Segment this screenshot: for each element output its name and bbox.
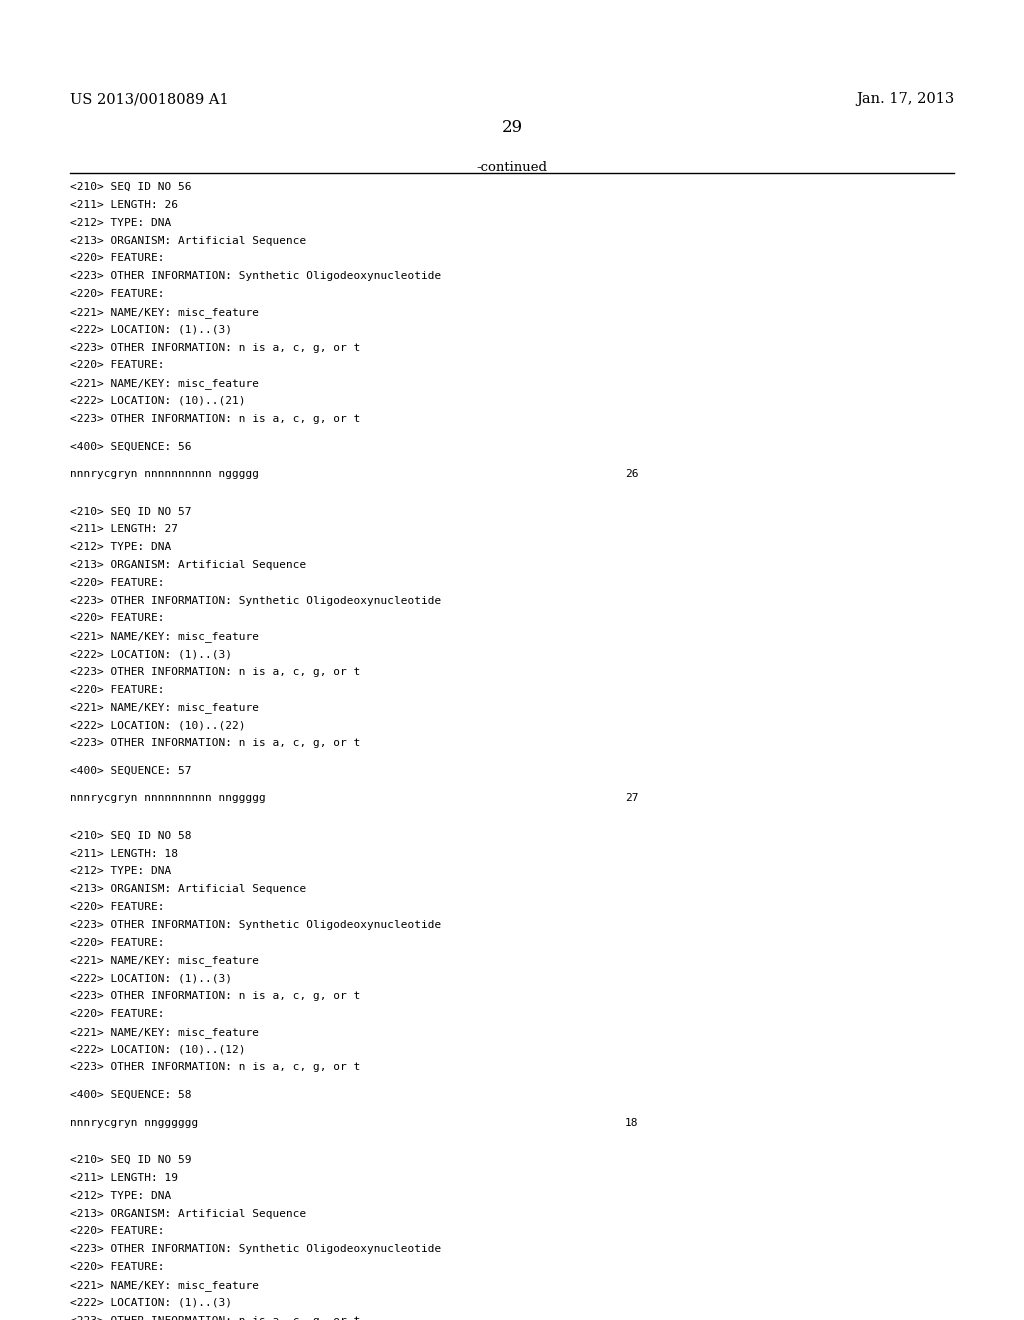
Text: <221> NAME/KEY: misc_feature: <221> NAME/KEY: misc_feature — [70, 378, 259, 389]
Text: <221> NAME/KEY: misc_feature: <221> NAME/KEY: misc_feature — [70, 1280, 259, 1291]
Text: <220> FEATURE:: <220> FEATURE: — [70, 1262, 164, 1272]
Text: <211> LENGTH: 18: <211> LENGTH: 18 — [70, 849, 177, 858]
Text: <213> ORGANISM: Artificial Sequence: <213> ORGANISM: Artificial Sequence — [70, 884, 306, 894]
Text: <221> NAME/KEY: misc_feature: <221> NAME/KEY: misc_feature — [70, 306, 259, 318]
Text: <222> LOCATION: (1)..(3): <222> LOCATION: (1)..(3) — [70, 973, 231, 983]
Text: <211> LENGTH: 26: <211> LENGTH: 26 — [70, 199, 177, 210]
Text: <223> OTHER INFORMATION: Synthetic Oligodeoxynucleotide: <223> OTHER INFORMATION: Synthetic Oligo… — [70, 595, 441, 606]
Text: <223> OTHER INFORMATION: n is a, c, g, or t: <223> OTHER INFORMATION: n is a, c, g, o… — [70, 667, 359, 677]
Text: Jan. 17, 2013: Jan. 17, 2013 — [856, 92, 954, 107]
Text: <221> NAME/KEY: misc_feature: <221> NAME/KEY: misc_feature — [70, 631, 259, 642]
Text: <223> OTHER INFORMATION: Synthetic Oligodeoxynucleotide: <223> OTHER INFORMATION: Synthetic Oligo… — [70, 271, 441, 281]
Text: US 2013/0018089 A1: US 2013/0018089 A1 — [70, 92, 228, 107]
Text: <220> FEATURE:: <220> FEATURE: — [70, 614, 164, 623]
Text: <222> LOCATION: (10)..(21): <222> LOCATION: (10)..(21) — [70, 396, 245, 407]
Text: <223> OTHER INFORMATION: n is a, c, g, or t: <223> OTHER INFORMATION: n is a, c, g, o… — [70, 1316, 359, 1320]
Text: <210> SEQ ID NO 58: <210> SEQ ID NO 58 — [70, 830, 191, 841]
Text: <221> NAME/KEY: misc_feature: <221> NAME/KEY: misc_feature — [70, 1027, 259, 1038]
Text: <212> TYPE: DNA: <212> TYPE: DNA — [70, 218, 171, 228]
Text: <210> SEQ ID NO 56: <210> SEQ ID NO 56 — [70, 182, 191, 193]
Text: <211> LENGTH: 19: <211> LENGTH: 19 — [70, 1173, 177, 1183]
Text: <220> FEATURE:: <220> FEATURE: — [70, 253, 164, 264]
Text: <210> SEQ ID NO 57: <210> SEQ ID NO 57 — [70, 507, 191, 516]
Text: <210> SEQ ID NO 59: <210> SEQ ID NO 59 — [70, 1155, 191, 1166]
Text: 29: 29 — [502, 119, 522, 136]
Text: nnnrycgryn nnnnnnnnnn nggggg: nnnrycgryn nnnnnnnnnn nggggg — [70, 469, 259, 479]
Text: <221> NAME/KEY: misc_feature: <221> NAME/KEY: misc_feature — [70, 702, 259, 713]
Text: <222> LOCATION: (1)..(3): <222> LOCATION: (1)..(3) — [70, 325, 231, 335]
Text: <212> TYPE: DNA: <212> TYPE: DNA — [70, 543, 171, 552]
Text: <222> LOCATION: (1)..(3): <222> LOCATION: (1)..(3) — [70, 649, 231, 659]
Text: <223> OTHER INFORMATION: n is a, c, g, or t: <223> OTHER INFORMATION: n is a, c, g, o… — [70, 413, 359, 424]
Text: <221> NAME/KEY: misc_feature: <221> NAME/KEY: misc_feature — [70, 956, 259, 966]
Text: <220> FEATURE:: <220> FEATURE: — [70, 1008, 164, 1019]
Text: 27: 27 — [625, 793, 638, 804]
Text: <222> LOCATION: (10)..(22): <222> LOCATION: (10)..(22) — [70, 721, 245, 730]
Text: <400> SEQUENCE: 58: <400> SEQUENCE: 58 — [70, 1090, 191, 1100]
Text: <212> TYPE: DNA: <212> TYPE: DNA — [70, 1191, 171, 1201]
Text: <220> FEATURE:: <220> FEATURE: — [70, 937, 164, 948]
Text: nnnrycgryn nngggggg: nnnrycgryn nngggggg — [70, 1118, 198, 1127]
Text: <220> FEATURE:: <220> FEATURE: — [70, 360, 164, 371]
Text: <220> FEATURE:: <220> FEATURE: — [70, 289, 164, 300]
Text: <222> LOCATION: (10)..(12): <222> LOCATION: (10)..(12) — [70, 1044, 245, 1055]
Text: <213> ORGANISM: Artificial Sequence: <213> ORGANISM: Artificial Sequence — [70, 560, 306, 570]
Text: <213> ORGANISM: Artificial Sequence: <213> ORGANISM: Artificial Sequence — [70, 235, 306, 246]
Text: <223> OTHER INFORMATION: n is a, c, g, or t: <223> OTHER INFORMATION: n is a, c, g, o… — [70, 1063, 359, 1072]
Text: <223> OTHER INFORMATION: n is a, c, g, or t: <223> OTHER INFORMATION: n is a, c, g, o… — [70, 342, 359, 352]
Text: <400> SEQUENCE: 56: <400> SEQUENCE: 56 — [70, 441, 191, 451]
Text: <223> OTHER INFORMATION: Synthetic Oligodeoxynucleotide: <223> OTHER INFORMATION: Synthetic Oligo… — [70, 1245, 441, 1254]
Text: <220> FEATURE:: <220> FEATURE: — [70, 902, 164, 912]
Text: <222> LOCATION: (1)..(3): <222> LOCATION: (1)..(3) — [70, 1298, 231, 1308]
Text: <400> SEQUENCE: 57: <400> SEQUENCE: 57 — [70, 766, 191, 776]
Text: <211> LENGTH: 27: <211> LENGTH: 27 — [70, 524, 177, 535]
Text: 26: 26 — [625, 469, 638, 479]
Text: 18: 18 — [625, 1118, 638, 1127]
Text: -continued: -continued — [476, 161, 548, 174]
Text: nnnrycgryn nnnnnnnnnn nnggggg: nnnrycgryn nnnnnnnnnn nnggggg — [70, 793, 265, 804]
Text: <212> TYPE: DNA: <212> TYPE: DNA — [70, 866, 171, 876]
Text: <223> OTHER INFORMATION: n is a, c, g, or t: <223> OTHER INFORMATION: n is a, c, g, o… — [70, 738, 359, 748]
Text: <220> FEATURE:: <220> FEATURE: — [70, 578, 164, 587]
Text: <220> FEATURE:: <220> FEATURE: — [70, 1226, 164, 1237]
Text: <220> FEATURE:: <220> FEATURE: — [70, 685, 164, 694]
Text: <213> ORGANISM: Artificial Sequence: <213> ORGANISM: Artificial Sequence — [70, 1209, 306, 1218]
Text: <223> OTHER INFORMATION: n is a, c, g, or t: <223> OTHER INFORMATION: n is a, c, g, o… — [70, 991, 359, 1001]
Text: <223> OTHER INFORMATION: Synthetic Oligodeoxynucleotide: <223> OTHER INFORMATION: Synthetic Oligo… — [70, 920, 441, 929]
